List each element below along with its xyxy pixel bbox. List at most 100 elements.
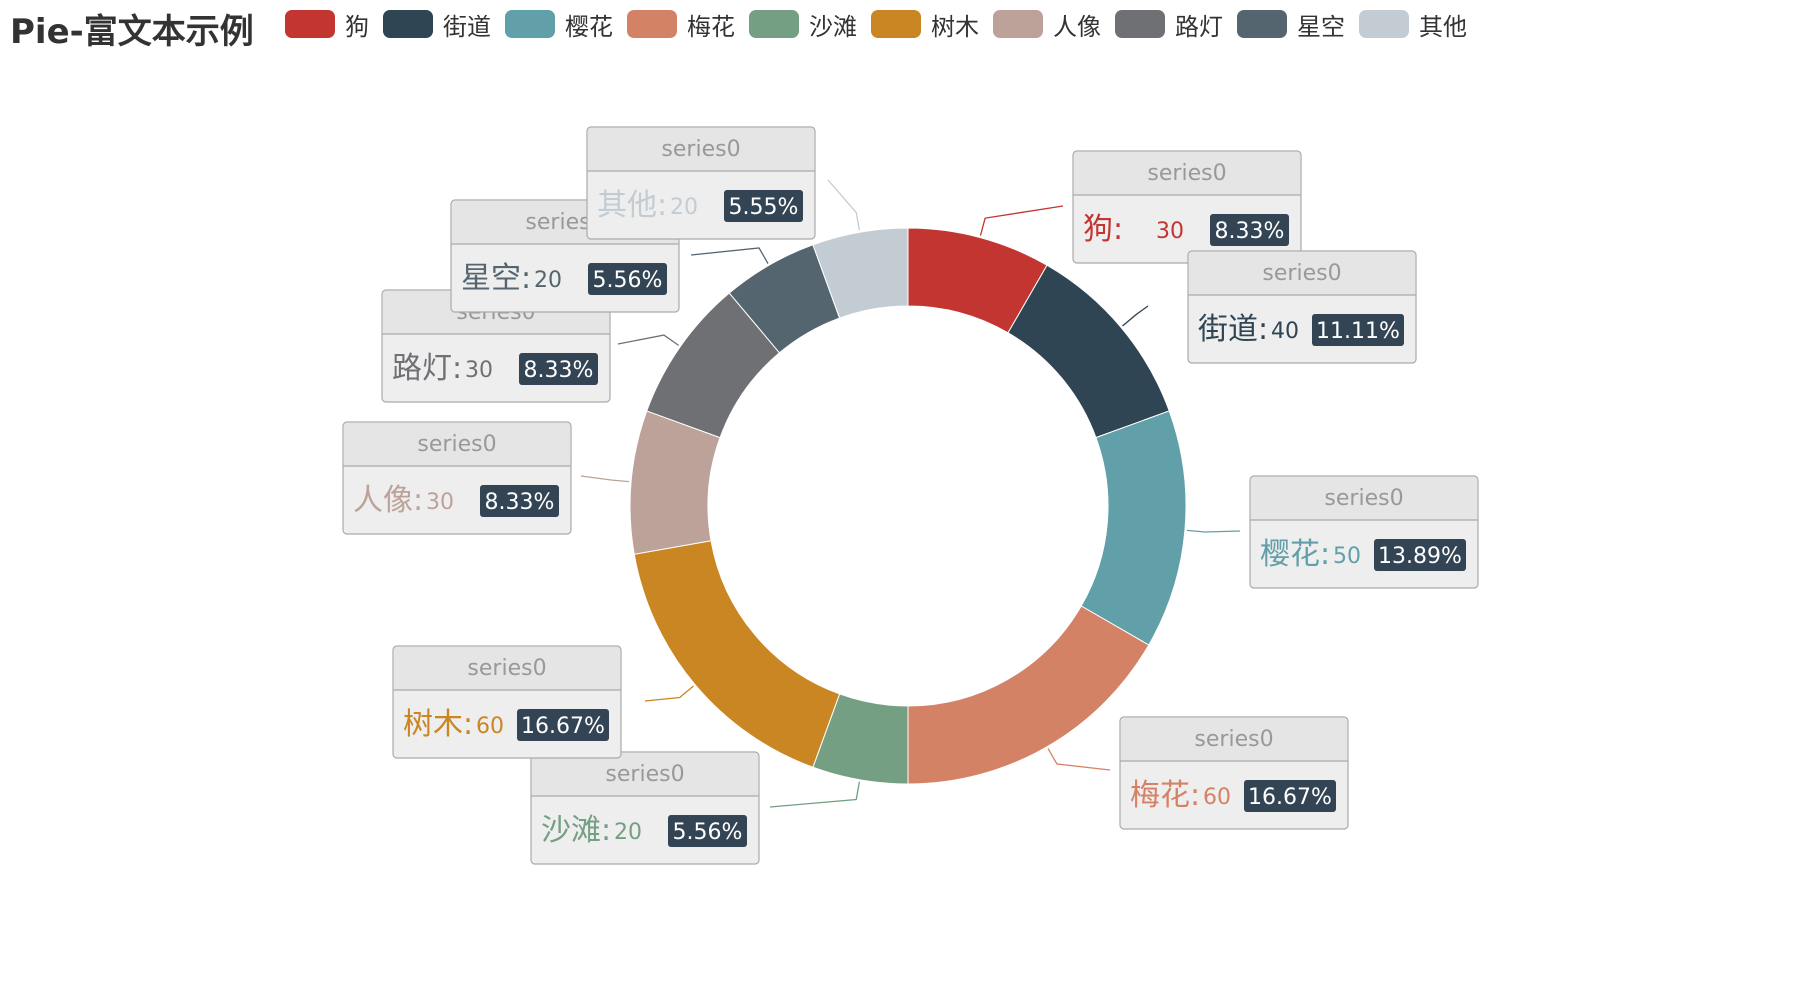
legend-swatch xyxy=(993,10,1043,38)
percent-badge xyxy=(480,485,559,517)
label-category: 其他: xyxy=(597,188,667,223)
legend-label: 树木 xyxy=(931,12,979,41)
legend-item[interactable]: 沙滩 xyxy=(749,7,857,42)
label-value: 20 xyxy=(534,268,562,293)
label-header-bg xyxy=(587,127,815,172)
legend-swatch xyxy=(505,10,555,38)
label-value: 40 xyxy=(1271,319,1299,344)
label-line xyxy=(827,179,861,231)
label-percent: 13.89% xyxy=(1378,544,1462,569)
label-percent: 8.33% xyxy=(1215,219,1285,244)
legend-item[interactable]: 树木 xyxy=(871,7,979,42)
label-line xyxy=(690,247,769,264)
slice-label: series0 梅花: 60 16.67% xyxy=(1119,716,1349,830)
label-percent: 11.11% xyxy=(1316,319,1400,344)
legend-label: 星空 xyxy=(1297,12,1345,41)
percent-badge xyxy=(517,709,609,741)
percent-badge xyxy=(1210,214,1289,246)
label-line xyxy=(1122,305,1149,327)
legend-item[interactable]: 樱花 xyxy=(505,7,613,42)
label-header-bg xyxy=(1073,151,1301,196)
percent-badge xyxy=(1244,780,1336,812)
label-percent: 5.56% xyxy=(673,820,743,845)
slice-label: series0 人像: 30 8.33% xyxy=(342,421,572,535)
label-line xyxy=(617,334,680,346)
label-category: 狗: xyxy=(1083,212,1123,247)
legend-item[interactable]: 星空 xyxy=(1237,7,1345,42)
legend-item[interactable]: 狗 xyxy=(285,7,369,42)
label-header-bg xyxy=(1250,476,1478,521)
legend-item[interactable]: 其他 xyxy=(1359,7,1467,42)
label-value: 60 xyxy=(476,714,504,739)
label-line xyxy=(1186,529,1241,533)
label-category: 人像: xyxy=(353,483,423,518)
legend-item[interactable]: 街道 xyxy=(383,7,491,42)
label-category: 星空: xyxy=(461,261,531,296)
label-category: 树木: xyxy=(403,707,473,742)
legend-item[interactable]: 路灯 xyxy=(1115,7,1223,42)
label-percent: 5.56% xyxy=(593,268,663,293)
percent-badge xyxy=(519,353,598,385)
legend-swatch xyxy=(383,10,433,38)
label-line xyxy=(644,685,694,702)
label-value: 50 xyxy=(1333,544,1361,569)
label-header-bg xyxy=(393,646,621,691)
label-series-name: series0 xyxy=(1147,161,1226,186)
legend-label: 街道 xyxy=(443,12,491,41)
label-series-name: series0 xyxy=(605,762,684,787)
label-percent: 8.33% xyxy=(524,358,594,383)
legend-label: 沙滩 xyxy=(809,12,857,41)
label-header-bg xyxy=(1120,717,1348,762)
label-category: 沙滩: xyxy=(541,813,611,848)
label-line xyxy=(580,475,630,483)
label-percent: 8.33% xyxy=(485,490,555,515)
pie-slice[interactable] xyxy=(633,540,841,768)
percent-badge xyxy=(1312,314,1404,346)
slice-label: series0路灯:308.33% xyxy=(381,289,611,403)
chart-title: Pie-富文本示例 xyxy=(10,12,254,52)
slice-label: series0 其他: 20 5.55% xyxy=(586,126,816,240)
legend-swatch xyxy=(871,10,921,38)
label-value: 20 xyxy=(670,195,698,220)
pie-slice[interactable] xyxy=(1080,410,1187,646)
legend-item[interactable]: 梅花 xyxy=(627,7,735,42)
percent-badge xyxy=(668,815,747,847)
label-series-name: series0 xyxy=(467,656,546,681)
legend-swatch xyxy=(627,10,677,38)
legend-item[interactable]: 人像 xyxy=(993,7,1101,42)
legend-label: 狗 xyxy=(345,12,369,41)
percent-badge xyxy=(724,190,803,222)
percent-badge xyxy=(588,263,667,295)
legend-label: 路灯 xyxy=(1175,12,1223,41)
label-line xyxy=(979,205,1064,236)
legend-label: 人像 xyxy=(1053,12,1101,41)
label-value: 60 xyxy=(1203,785,1231,810)
percent-badge xyxy=(1374,539,1466,571)
label-series-name: series0 xyxy=(1262,261,1341,286)
label-category: 梅花: xyxy=(1130,778,1200,813)
label-value: 30 xyxy=(1156,219,1184,244)
label-series-name: series0 xyxy=(1194,727,1273,752)
legend-swatch xyxy=(1359,10,1409,38)
label-header-bg xyxy=(531,752,759,797)
slice-label: series0 狗: 30 8.33% xyxy=(1072,150,1302,264)
label-series-name: series0 xyxy=(1324,486,1403,511)
pie-slice[interactable] xyxy=(812,227,909,319)
legend-label: 其他 xyxy=(1419,12,1467,41)
label-percent: 16.67% xyxy=(521,714,605,739)
legend-label: 梅花 xyxy=(687,12,735,41)
legend-swatch xyxy=(1115,10,1165,38)
legend-label: 樱花 xyxy=(565,12,613,41)
slice-label: series0 街道: 40 11.11% xyxy=(1187,250,1417,364)
pie-slice[interactable] xyxy=(907,605,1150,785)
legend-swatch xyxy=(1237,10,1287,38)
label-category: 路灯: xyxy=(392,351,462,386)
label-header-bg xyxy=(1188,251,1416,296)
legend-swatch xyxy=(285,10,335,38)
legend-swatch xyxy=(749,10,799,38)
label-category: 樱花: xyxy=(1260,537,1330,572)
label-value: 20 xyxy=(614,820,642,845)
pie-slice[interactable] xyxy=(1007,264,1170,439)
slice-label: series0 树木: 60 16.67% xyxy=(392,645,622,759)
label-line xyxy=(769,781,861,808)
